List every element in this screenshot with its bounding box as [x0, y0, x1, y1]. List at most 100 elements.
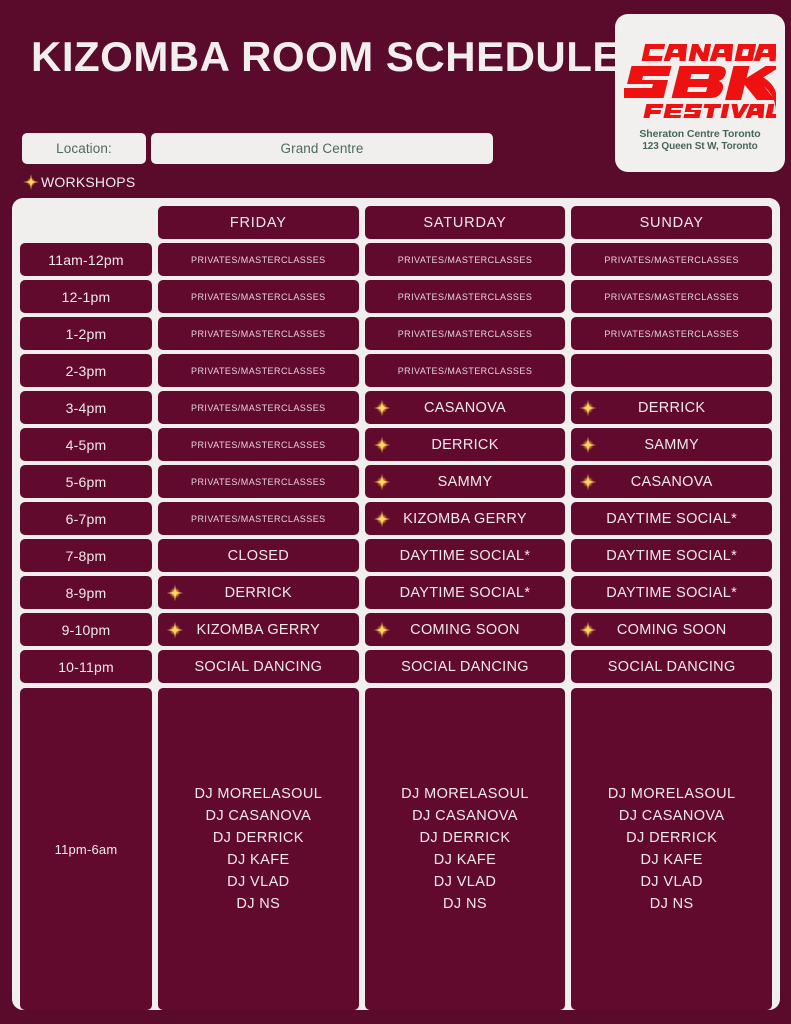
- schedule-cell-text: SOCIAL DANCING: [607, 658, 736, 675]
- day-header-saturday: SATURDAY: [364, 206, 566, 239]
- schedule-cell-text: SAMMY: [644, 436, 699, 453]
- schedule-cell-text: DERRICK: [637, 399, 706, 416]
- schedule-cell-text: KIZOMBA GERRY: [403, 510, 527, 527]
- sparkle-star-icon: [578, 472, 598, 492]
- schedule-cell[interactable]: PRIVATES/MASTERCLASSES: [571, 280, 772, 313]
- late-night-grid: 11pm-6am DJ MORELASOUL DJ CASANOVA DJ DERRI…: [20, 688, 772, 1010]
- dj-name: DJ VLAD: [433, 874, 497, 891]
- schedule-grid: FRIDAY SATURDAY SUNDAY 11am-12pm PRIVATES/MA…: [20, 206, 772, 683]
- time-slot-label: 3-4pm: [20, 391, 152, 424]
- venue-info: Sheraton Centre Toronto 123 Queen St W, …: [639, 128, 760, 153]
- schedule-cell-text: CLOSED: [227, 547, 290, 564]
- schedule-cell[interactable]: SAMMY: [571, 428, 772, 461]
- sparkle-star-icon: [578, 435, 598, 455]
- dj-name: DJ DERRICK: [419, 829, 511, 846]
- dj-name: DJ NS: [236, 896, 281, 913]
- schedule-cell[interactable]: PRIVATES/MASTERCLASSES: [158, 391, 359, 424]
- schedule-cell-text: DAYTIME SOCIAL*: [606, 584, 738, 601]
- dj-name: DJ NS: [443, 896, 487, 913]
- dj-name: DJ KAFE: [433, 852, 497, 868]
- schedule-cell[interactable]: COMING SOON: [364, 613, 566, 646]
- schedule-cell[interactable]: PRIVATES/MASTERCLASSES: [364, 243, 566, 276]
- sparkle-star-icon: [578, 620, 598, 640]
- schedule-cell[interactable]: DAYTIME SOCIAL*: [364, 539, 566, 572]
- schedule-cell[interactable]: CASANOVA: [364, 391, 566, 424]
- late-night-time-label: 11pm-6am: [20, 688, 152, 1010]
- schedule-cell-text: CASANOVA: [424, 399, 506, 416]
- schedule-cell[interactable]: PRIVATES/MASTERCLASSES: [158, 317, 359, 350]
- schedule-cell-text: PRIVATES/MASTERCLASSES: [604, 291, 739, 302]
- schedule-cell[interactable]: PRIVATES/MASTERCLASSES: [364, 317, 566, 350]
- schedule-cell[interactable]: PRIVATES/MASTERCLASSES: [364, 280, 566, 313]
- schedule-cell-text: CASANOVA: [630, 473, 713, 490]
- late-night-cell[interactable]: DJ MORELASOUL DJ CASANOVA DJ DERRICK DJ KAF…: [571, 688, 772, 1010]
- time-slot-label: 12-1pm: [20, 280, 152, 313]
- schedule-cell[interactable]: PRIVATES/MASTERCLASSES: [158, 465, 359, 498]
- time-slot-label: 9-10pm: [20, 613, 152, 646]
- location-value: Grand Centre: [151, 133, 493, 164]
- schedule-cell[interactable]: KIZOMBA GERRY: [364, 502, 566, 535]
- schedule-cell[interactable]: DAYTIME SOCIAL*: [364, 576, 566, 609]
- schedule-cell[interactable]: DAYTIME SOCIAL*: [571, 502, 772, 535]
- sparkle-star-icon: [372, 620, 392, 640]
- dj-name: DJ MORELASOUL: [194, 785, 323, 802]
- sparkle-star-icon: [372, 472, 392, 492]
- dj-name: DJ CASANOVA: [205, 807, 312, 824]
- schedule-table-card: FRIDAY SATURDAY SUNDAY 11am-12pm PRIVATES/MA…: [12, 198, 780, 1010]
- sparkle-star-icon: [372, 435, 392, 455]
- schedule-cell[interactable]: DAYTIME SOCIAL*: [571, 576, 772, 609]
- schedule-cell[interactable]: DERRICK: [158, 576, 359, 609]
- schedule-cell-text: PRIVATES/MASTERCLASSES: [397, 365, 533, 376]
- schedule-cell[interactable]: PRIVATES/MASTERCLASSES: [158, 428, 359, 461]
- festival-logo-card: Sheraton Centre Toronto 123 Queen St W, …: [615, 14, 785, 172]
- time-slot-label: 1-2pm: [20, 317, 152, 350]
- schedule-cell-text: PRIVATES/MASTERCLASSES: [604, 328, 739, 339]
- dj-name: DJ CASANOVA: [618, 807, 725, 824]
- time-slot-label: 7-8pm: [20, 539, 152, 572]
- dj-name: DJ DERRICK: [212, 829, 304, 846]
- schedule-cell-text: DERRICK: [431, 436, 499, 453]
- dj-name: DJ DERRICK: [626, 829, 718, 846]
- schedule-cell-text: KIZOMBA GERRY: [196, 621, 321, 638]
- canada-sbk-festival-logo-icon: [624, 44, 776, 118]
- schedule-cell[interactable]: PRIVATES/MASTERCLASSES: [158, 502, 359, 535]
- schedule-cell[interactable]: PRIVATES/MASTERCLASSES: [158, 280, 359, 313]
- schedule-cell[interactable]: DERRICK: [571, 391, 772, 424]
- dj-name: DJ MORELASOUL: [401, 785, 529, 802]
- dj-name: DJ KAFE: [227, 852, 290, 868]
- schedule-cell[interactable]: COMING SOON: [571, 613, 772, 646]
- schedule-cell-text: PRIVATES/MASTERCLASSES: [397, 328, 533, 339]
- schedule-cell-text: DERRICK: [224, 584, 292, 601]
- schedule-cell-text: SAMMY: [437, 473, 493, 490]
- venue-name: Sheraton Centre Toronto: [639, 128, 761, 140]
- schedule-cell[interactable]: PRIVATES/MASTERCLASSES: [158, 243, 359, 276]
- schedule-cell-text: PRIVATES/MASTERCLASSES: [604, 254, 739, 265]
- schedule-cell[interactable]: CLOSED: [158, 539, 359, 572]
- schedule-cell[interactable]: [571, 354, 772, 387]
- schedule-cell[interactable]: SOCIAL DANCING: [364, 650, 566, 683]
- late-night-cell[interactable]: DJ MORELASOUL DJ CASANOVA DJ DERRICK DJ KAF…: [364, 688, 566, 1010]
- location-row: Location: Grand Centre: [22, 133, 493, 164]
- schedule-cell-text: PRIVATES/MASTERCLASSES: [191, 328, 326, 339]
- schedule-cell-text: COMING SOON: [410, 621, 520, 638]
- schedule-cell[interactable]: SOCIAL DANCING: [571, 650, 772, 683]
- schedule-cell[interactable]: SOCIAL DANCING: [158, 650, 359, 683]
- schedule-cell[interactable]: DAYTIME SOCIAL*: [571, 539, 772, 572]
- workshops-label-text: WORKSHOPS: [41, 174, 136, 190]
- location-label: Location:: [22, 133, 146, 164]
- schedule-cell[interactable]: PRIVATES/MASTERCLASSES: [364, 354, 566, 387]
- schedule-cell[interactable]: SAMMY: [364, 465, 566, 498]
- schedule-cell[interactable]: KIZOMBA GERRY: [158, 613, 359, 646]
- schedule-cell[interactable]: PRIVATES/MASTERCLASSES: [571, 317, 772, 350]
- schedule-cell-text: PRIVATES/MASTERCLASSES: [191, 291, 326, 302]
- sparkle-star-icon: [22, 173, 40, 191]
- late-night-cell[interactable]: DJ MORELASOUL DJ CASANOVA DJ DERRICK DJ KAF…: [158, 688, 359, 1010]
- schedule-cell[interactable]: PRIVATES/MASTERCLASSES: [571, 243, 772, 276]
- sparkle-star-icon: [165, 583, 185, 603]
- schedule-cell-text: PRIVATES/MASTERCLASSES: [191, 365, 326, 376]
- dj-lineup-list: DJ MORELASOUL DJ CASANOVA DJ DERRICK DJ KAF…: [401, 783, 529, 915]
- schedule-cell[interactable]: PRIVATES/MASTERCLASSES: [158, 354, 359, 387]
- schedule-cell[interactable]: CASANOVA: [571, 465, 772, 498]
- schedule-cell-text: PRIVATES/MASTERCLASSES: [397, 291, 533, 302]
- schedule-cell[interactable]: DERRICK: [364, 428, 566, 461]
